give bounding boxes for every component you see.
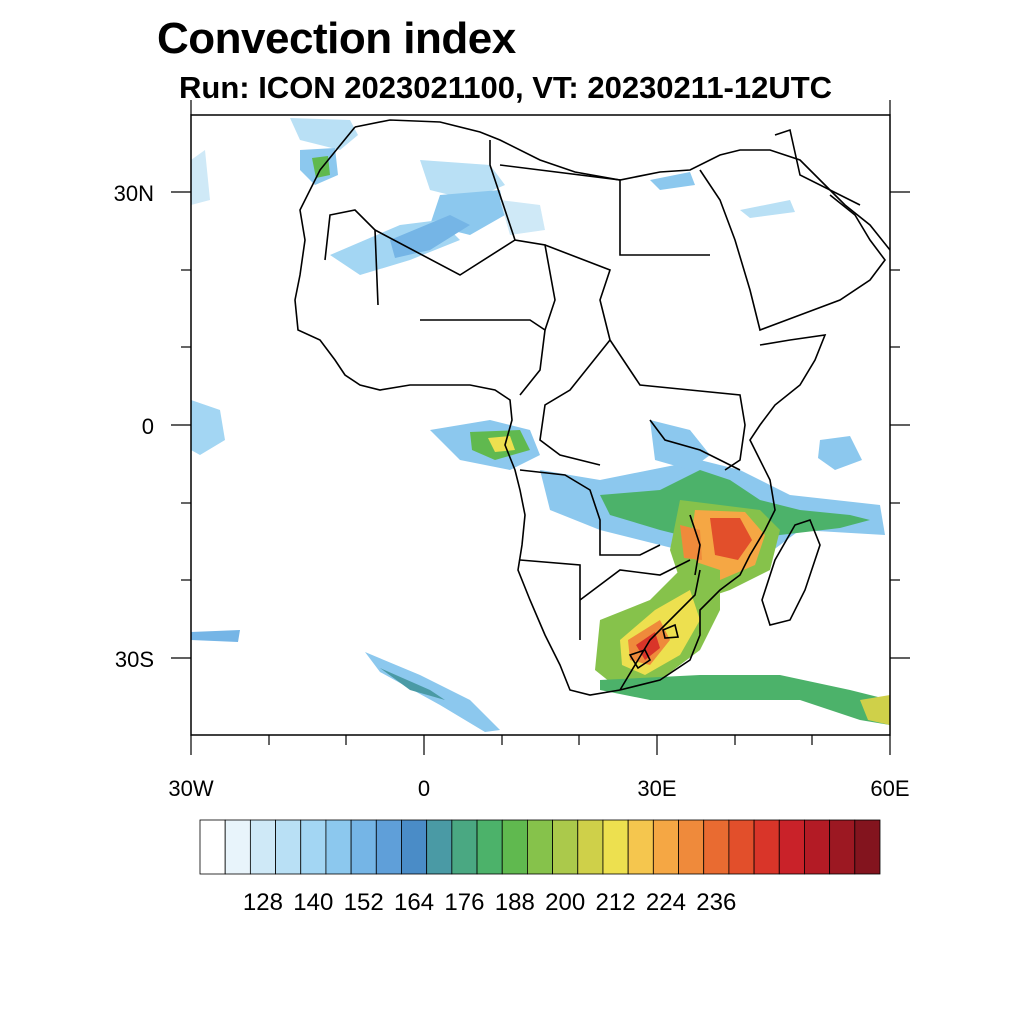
colorbar-swatch	[501, 819, 528, 875]
field-patch	[650, 172, 695, 190]
field-patch	[600, 675, 890, 725]
lon-label-30e: 30E	[637, 776, 677, 801]
border	[519, 559, 581, 640]
lat-label-30n: 30N	[113, 181, 154, 206]
colorbar-swatch	[300, 819, 327, 875]
field-patch	[740, 200, 795, 218]
map-title: Convection index	[157, 14, 516, 63]
convection-field	[191, 118, 890, 732]
border	[579, 559, 691, 601]
field-patch	[488, 436, 515, 452]
border	[689, 389, 746, 471]
colorbar-tick-label: 236	[696, 889, 737, 916]
field-patch	[710, 518, 752, 560]
colorbar-tick-label: 140	[293, 889, 334, 916]
colorbar-tick-label: 128	[242, 889, 283, 916]
coastline-madagascar	[761, 519, 821, 626]
colorbar-swatch	[552, 819, 579, 875]
field-patch	[390, 215, 470, 258]
colorbar-swatch	[829, 819, 856, 875]
colorbar-swatch	[375, 819, 402, 875]
colorbar-swatch	[652, 819, 679, 875]
colorbar-swatch	[602, 819, 629, 875]
border	[499, 164, 710, 256]
border	[689, 514, 701, 576]
field-patch	[818, 436, 862, 470]
lon-label-30w: 30W	[168, 776, 214, 801]
field-patch	[191, 400, 225, 455]
colorbar-swatch	[249, 819, 276, 875]
colorbar-tick-label: 212	[595, 889, 636, 916]
border	[374, 229, 516, 276]
field-patch	[380, 668, 445, 700]
lat-label-30s: 30S	[114, 647, 154, 672]
colorbar-tick-label: 188	[494, 889, 535, 916]
border	[420, 319, 546, 396]
colorbar-swatch	[426, 819, 453, 875]
map-subtitle: Run: ICON 2023021100, VT: 20230211-12UTC	[179, 70, 833, 105]
border	[649, 419, 741, 471]
field-patch	[312, 156, 330, 178]
colorbar-swatch	[753, 819, 780, 875]
field-patch	[191, 630, 240, 642]
field-patch	[290, 118, 358, 150]
colorbar	[199, 819, 881, 875]
colorbar-swatch	[804, 819, 831, 875]
colorbar-tick-label: 164	[394, 889, 435, 916]
field-patch	[860, 695, 890, 725]
colorbar-swatch	[325, 819, 352, 875]
colorbar-swatch	[678, 819, 705, 875]
border	[324, 209, 379, 306]
colorbar-swatch	[627, 819, 654, 875]
coastline-north	[354, 119, 890, 251]
colorbar-swatch	[401, 819, 428, 875]
coastlines-borders	[294, 119, 890, 696]
colorbar-swatch	[350, 819, 377, 875]
colorbar-swatch	[476, 819, 503, 875]
border	[539, 339, 611, 466]
lat-label-0: 0	[141, 414, 154, 439]
coastline-africa	[294, 126, 827, 696]
coastline-arabia	[699, 169, 886, 332]
lon-label-60e: 60E	[870, 776, 910, 801]
field-patch	[420, 160, 505, 200]
colorbar-swatch	[577, 819, 604, 875]
colorbar-swatch	[224, 819, 251, 875]
colorbar-swatch	[451, 819, 478, 875]
colorbar-swatch	[778, 819, 805, 875]
axis-ticks	[171, 100, 910, 755]
border-lesotho	[628, 649, 652, 670]
border	[489, 140, 556, 331]
colorbar-swatch	[854, 819, 881, 875]
border-eswatini	[662, 623, 680, 639]
colorbar-swatch	[527, 819, 553, 875]
colorbar-swatch	[275, 819, 302, 875]
border	[619, 569, 701, 691]
colorbar-tick-label: 224	[645, 889, 686, 916]
border	[544, 244, 691, 391]
lon-label-0: 0	[417, 776, 431, 801]
colorbar-swatch	[728, 819, 755, 875]
colorbar-tick-label: 176	[444, 889, 485, 916]
border	[519, 469, 661, 556]
colorbar-tick-label: 200	[545, 889, 586, 916]
colorbar-tick-label: 152	[343, 889, 384, 916]
border	[774, 128, 861, 206]
field-patch	[191, 150, 210, 205]
colorbar-swatch	[199, 819, 226, 875]
colorbar-swatch	[703, 819, 730, 875]
